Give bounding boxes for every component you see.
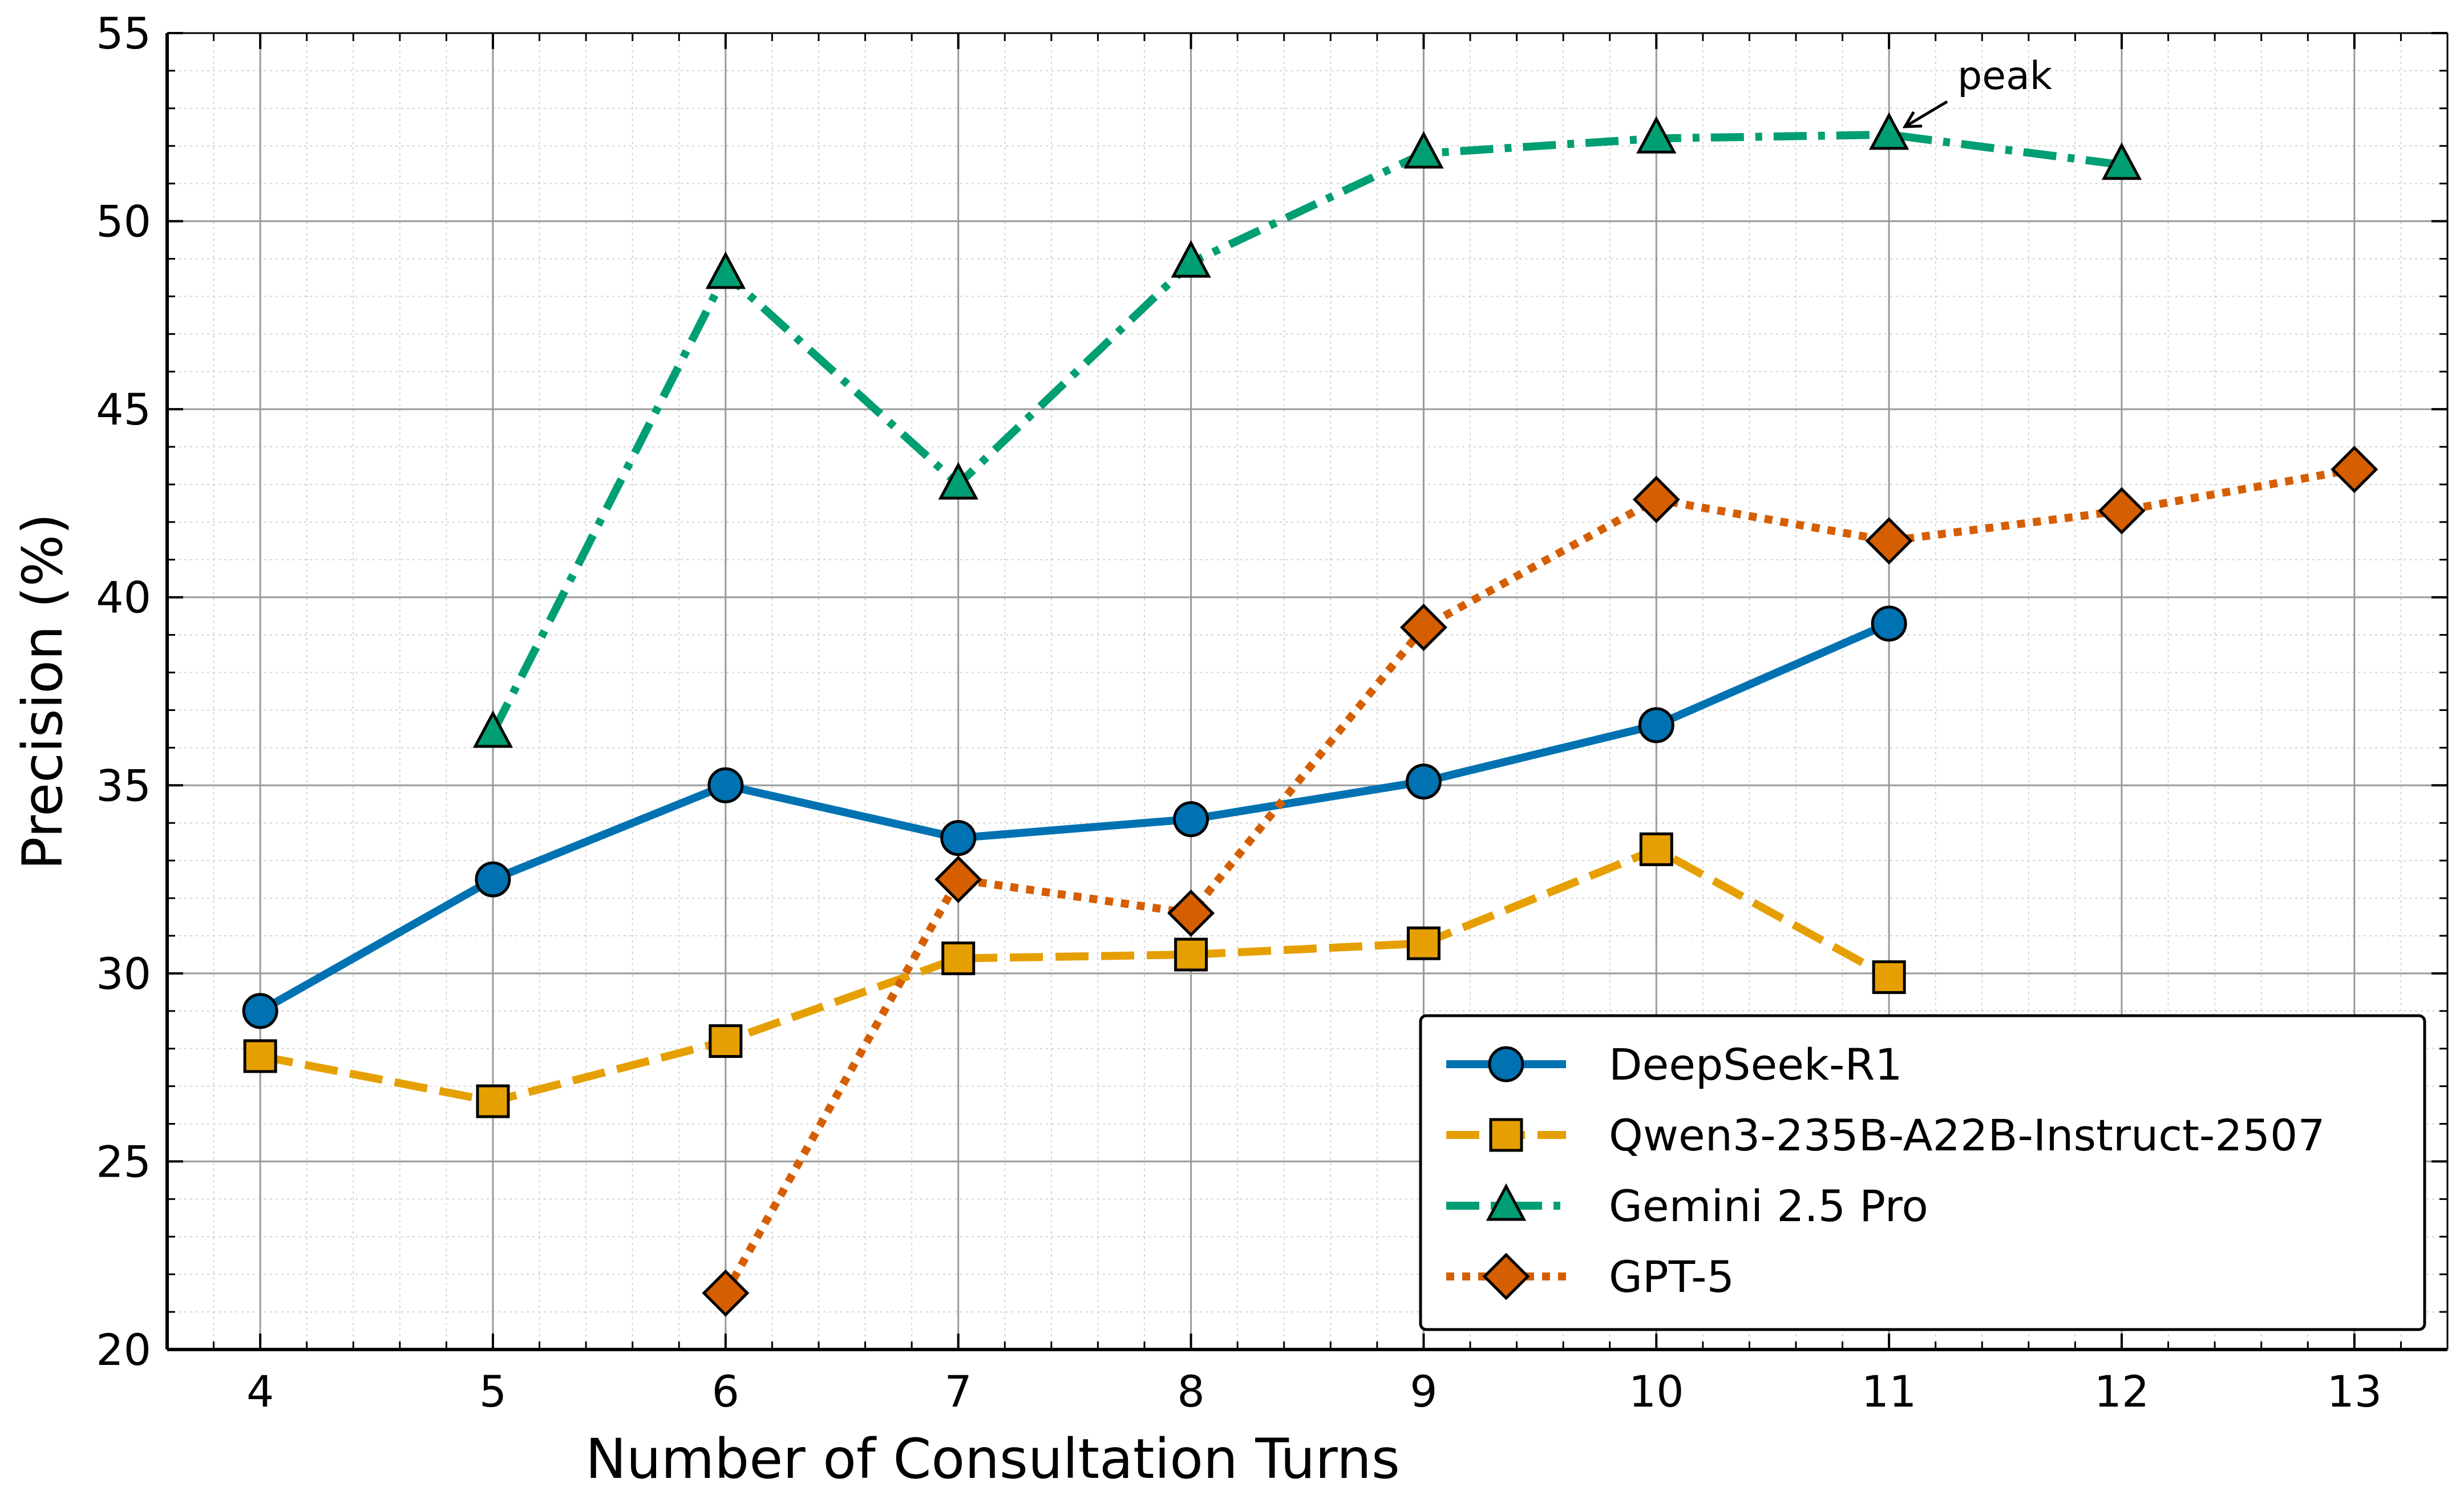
data-point-qwen3-235b-a22b-instruct-2507 (1174, 938, 1208, 972)
data-point-gpt-5 (2098, 487, 2146, 535)
x-tick-label: 10 (1629, 1366, 1684, 1417)
data-point-gemini-2-5-pro (1403, 131, 1444, 169)
data-point-gpt-5 (1399, 603, 1447, 651)
series-deepseek-r1 (242, 605, 1907, 1029)
data-point-gemini-2-5-pro (705, 251, 746, 289)
x-tick-label: 4 (246, 1366, 274, 1417)
series-line-deepseek-r1 (258, 620, 1891, 1015)
x-tick-label: 12 (2094, 1366, 2150, 1417)
y-tick-label: 40 (96, 572, 151, 623)
data-point-qwen3-235b-a22b-instruct-2507 (941, 941, 976, 975)
data-point-qwen3-235b-a22b-instruct-2507 (709, 1024, 743, 1058)
data-point-qwen3-235b-a22b-instruct-2507 (1406, 926, 1441, 960)
x-tick-label: 6 (712, 1366, 739, 1417)
x-axis-label: Number of Consultation Turns (585, 1427, 1400, 1491)
legend-label: GPT-5 (1609, 1251, 1734, 1302)
data-point-gemini-2-5-pro (1171, 240, 1211, 278)
data-point-gemini-2-5-pro (938, 462, 978, 500)
data-point-qwen3-235b-a22b-instruct-2507 (1872, 960, 1906, 994)
legend-marker-swatch (1482, 1253, 1530, 1300)
legend-marker-swatch (1489, 1118, 1523, 1152)
data-point-gpt-5 (2331, 446, 2378, 494)
x-tick-label: 13 (2327, 1366, 2382, 1417)
data-point-gpt-5 (702, 1269, 750, 1317)
data-point-qwen3-235b-a22b-instruct-2507 (243, 1039, 277, 1073)
series-gemini-2-5-pro (472, 112, 2142, 748)
legend-item-deepseek-r1[interactable]: DeepSeek-R1 (1446, 1039, 1903, 1090)
series-line-qwen3-235b-a22b-instruct-2507 (259, 845, 1891, 1105)
data-point-gpt-5 (1865, 517, 1913, 565)
x-tick-label: 5 (479, 1366, 507, 1417)
data-point-deepseek-r1 (475, 861, 511, 898)
y-tick-label: 30 (96, 948, 151, 999)
legend-label: DeepSeek-R1 (1609, 1039, 1903, 1090)
annotation-arrowhead (1902, 111, 1923, 128)
data-point-gemini-2-5-pro (2101, 142, 2142, 180)
data-point-deepseek-r1 (1871, 605, 1907, 642)
legend-item-gemini-2-5-pro[interactable]: Gemini 2.5 Pro (1446, 1181, 1928, 1231)
y-tick-label: 55 (96, 8, 151, 59)
x-tick-label: 7 (945, 1366, 972, 1417)
annotation-arrow (1904, 100, 1948, 128)
legend-marker-swatch (1486, 1183, 1527, 1221)
data-point-gpt-5 (934, 855, 982, 903)
data-point-gemini-2-5-pro (1868, 112, 1909, 150)
data-point-gpt-5 (1167, 889, 1215, 937)
data-point-deepseek-r1 (1638, 707, 1674, 744)
data-point-deepseek-r1 (1173, 801, 1209, 838)
data-point-qwen3-235b-a22b-instruct-2507 (476, 1084, 510, 1118)
data-point-gemini-2-5-pro (472, 710, 513, 748)
data-point-deepseek-r1 (1405, 763, 1442, 800)
y-tick-label: 20 (96, 1324, 151, 1375)
data-point-gpt-5 (1632, 475, 1680, 523)
x-tick-label: 8 (1177, 1366, 1204, 1417)
data-point-deepseek-r1 (242, 993, 278, 1029)
legend-item-gpt-5[interactable]: GPT-5 (1446, 1251, 1734, 1302)
series-gpt-5 (702, 446, 2378, 1317)
x-tick-label: 11 (1862, 1366, 1917, 1417)
legend-item-qwen3-235b-a22b-instruct-2507[interactable]: Qwen3-235B-A22B-Instruct-2507 (1446, 1110, 2325, 1161)
data-point-deepseek-r1 (707, 767, 744, 803)
series-qwen3-235b-a22b-instruct-2507 (243, 832, 1906, 1118)
y-tick-label: 45 (96, 384, 151, 435)
data-point-gemini-2-5-pro (1636, 116, 1677, 154)
data-point-qwen3-235b-a22b-instruct-2507 (1639, 832, 1673, 866)
legend-label: Qwen3-235B-A22B-Instruct-2507 (1609, 1110, 2325, 1161)
y-tick-label: 50 (96, 196, 151, 247)
annotations: peak (1902, 54, 2053, 128)
series-line-gpt-5 (722, 465, 2356, 1295)
y-tick-label: 25 (96, 1136, 151, 1187)
data-point-deepseek-r1 (940, 820, 977, 856)
axis-labels: Number of Consultation Turns Precision (… (11, 514, 1400, 1491)
y-tick-label: 35 (96, 760, 151, 811)
y-axis-label: Precision (%) (11, 514, 75, 870)
x-tick-label: 9 (1410, 1366, 1437, 1417)
legend-label: Gemini 2.5 Pro (1609, 1181, 1928, 1231)
legend-box (1419, 1014, 2426, 1331)
legend: DeepSeek-R1 Qwen3-235B-A22B-Instruct-2507… (1419, 1014, 2426, 1331)
legend-marker-swatch (1488, 1046, 1524, 1082)
annotation-label: peak (1957, 54, 2053, 99)
series-line-gemini-2-5-pro (489, 130, 2122, 735)
series-layer (242, 112, 2378, 1317)
